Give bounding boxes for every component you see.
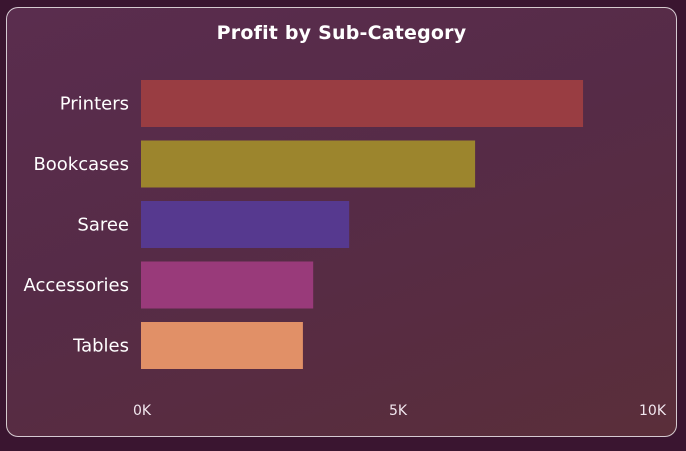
bar-printers[interactable] bbox=[141, 80, 584, 127]
chart-title: Profit by Sub-Category bbox=[216, 22, 467, 44]
x-tick-label: 5K bbox=[389, 403, 408, 419]
category-label: Saree bbox=[77, 215, 129, 236]
x-tick-label: 0K bbox=[133, 403, 152, 419]
bar-saree[interactable] bbox=[141, 201, 350, 248]
bar-bookcases[interactable] bbox=[141, 140, 476, 188]
x-tick-label: 10K bbox=[639, 403, 667, 419]
category-label: Bookcases bbox=[33, 154, 129, 175]
category-label: Tables bbox=[72, 336, 129, 357]
bar-tables[interactable] bbox=[141, 322, 303, 369]
category-label: Printers bbox=[60, 94, 129, 115]
bar-accessories[interactable] bbox=[141, 261, 314, 309]
category-label: Accessories bbox=[24, 275, 130, 296]
